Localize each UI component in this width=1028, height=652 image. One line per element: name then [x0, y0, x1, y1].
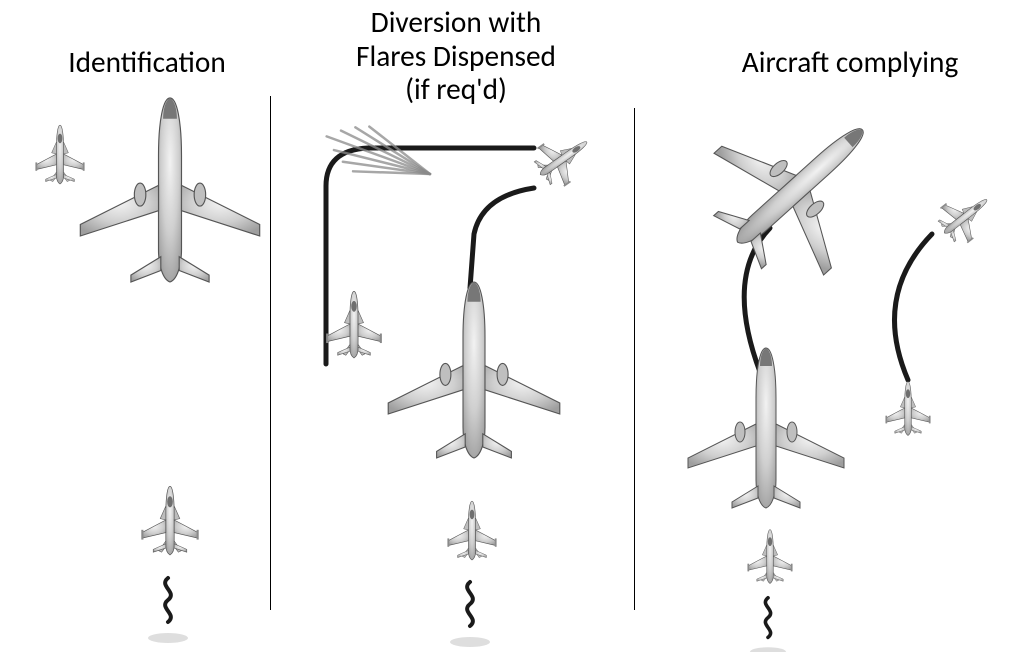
- fighter-icon: [930, 182, 1000, 251]
- wing-rock-icon: [750, 598, 786, 652]
- wing-rock-icon: [450, 582, 490, 647]
- trail-p3_turn_fighter: [895, 234, 933, 380]
- diagram-stage: Identification Diversion with Flares Dis…: [0, 0, 1028, 652]
- airliner-icon: [388, 282, 560, 458]
- fighter-icon: [141, 486, 198, 555]
- fighter-icon: [447, 501, 496, 560]
- fighter-icon: [326, 291, 382, 358]
- fighter-icon: [527, 123, 601, 195]
- wiggle-layer: [148, 578, 786, 652]
- airliner-icon: [683, 69, 917, 303]
- wing-rock-icon: [148, 578, 188, 643]
- airliner-icon: [688, 348, 844, 508]
- airliner-icon: [80, 98, 259, 282]
- fighter-icon: [747, 530, 792, 584]
- fighter-icon: [885, 382, 930, 436]
- fighter-icon: [35, 125, 84, 184]
- trail-p2_secondary_turn: [470, 188, 534, 288]
- diagram-svg: [0, 0, 1028, 652]
